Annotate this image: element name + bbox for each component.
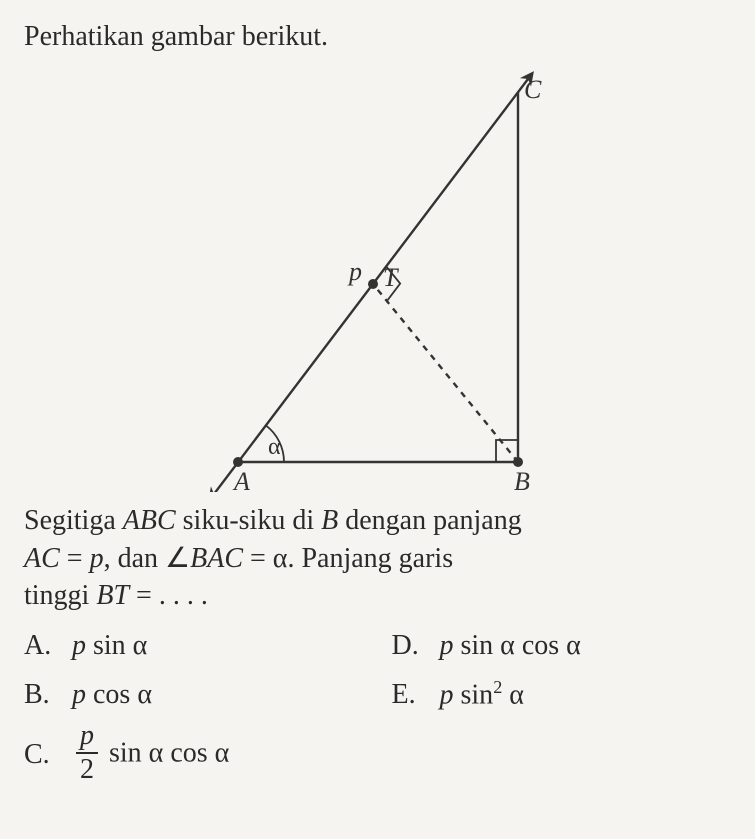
option-d: D. p sin α cos α — [392, 627, 732, 665]
svg-text:α: α — [268, 434, 281, 460]
intro-text: Perhatikan gambar berikut. — [24, 18, 731, 56]
question-text: Segitiga ABC siku-siku di B dengan panja… — [24, 502, 731, 615]
q-l2-e: BAC — [190, 543, 243, 574]
option-a-prefix: p — [72, 630, 86, 661]
option-e-sup: 2 — [493, 677, 502, 697]
option-e-letter: E. — [392, 676, 422, 714]
option-e-tail: α — [502, 679, 524, 710]
option-b-text: cos α — [86, 679, 152, 710]
svg-text:A: A — [232, 467, 250, 492]
option-d-letter: D. — [392, 627, 422, 665]
fraction-icon: p 2 — [76, 722, 98, 784]
option-c-letter: C. — [24, 736, 54, 774]
svg-text:B: B — [514, 467, 530, 492]
q-l2-a: AC — [24, 543, 60, 574]
option-a-value: p sin α — [72, 627, 147, 665]
q-l2-c: p — [90, 543, 104, 574]
option-b-prefix: p — [72, 679, 86, 710]
option-c: C. p 2 sin α cos α — [24, 724, 731, 786]
figure-container: A B C Tp α — [24, 62, 731, 492]
q-l1-d: B — [321, 505, 338, 536]
option-d-text: sin α cos α — [454, 630, 581, 661]
q-l2-f: = α. Panjang garis — [243, 543, 453, 574]
option-c-text: sin α cos α — [102, 738, 229, 769]
q-l1-a: Segitiga — [24, 505, 123, 536]
svg-text:C: C — [524, 75, 542, 104]
option-e-prefix: p — [440, 679, 454, 710]
option-a-text: sin α — [86, 630, 147, 661]
q-l3-c: = . . . . — [129, 580, 208, 611]
answer-options: A. p sin α D. p sin α cos α B. p cos α E… — [24, 627, 731, 786]
q-l1-c: siku-siku di — [176, 505, 321, 536]
q-l1-b: ABC — [123, 505, 176, 536]
q-l1-e: dengan panjang — [338, 505, 522, 536]
option-c-num: p — [76, 722, 98, 752]
option-b-letter: B. — [24, 676, 54, 714]
option-b: B. p cos α — [24, 675, 364, 714]
option-a-letter: A. — [24, 627, 54, 665]
q-l2-d: , dan ∠ — [104, 543, 191, 574]
svg-text:p: p — [347, 257, 362, 286]
q-l3-a: tinggi — [24, 580, 96, 611]
option-a: A. p sin α — [24, 627, 364, 665]
svg-text:T: T — [383, 263, 399, 292]
option-c-value: p 2 sin α cos α — [72, 724, 229, 786]
q-l2-b: = — [60, 543, 90, 574]
option-e-text: sin — [454, 679, 494, 710]
triangle-diagram: A B C Tp α — [198, 62, 558, 492]
option-e: E. p sin2 α — [392, 675, 732, 714]
option-d-value: p sin α cos α — [440, 627, 581, 665]
option-e-value: p sin2 α — [440, 675, 524, 714]
option-d-prefix: p — [440, 630, 454, 661]
option-b-value: p cos α — [72, 676, 152, 714]
q-l3-b: BT — [96, 580, 129, 611]
option-c-den: 2 — [76, 752, 98, 784]
